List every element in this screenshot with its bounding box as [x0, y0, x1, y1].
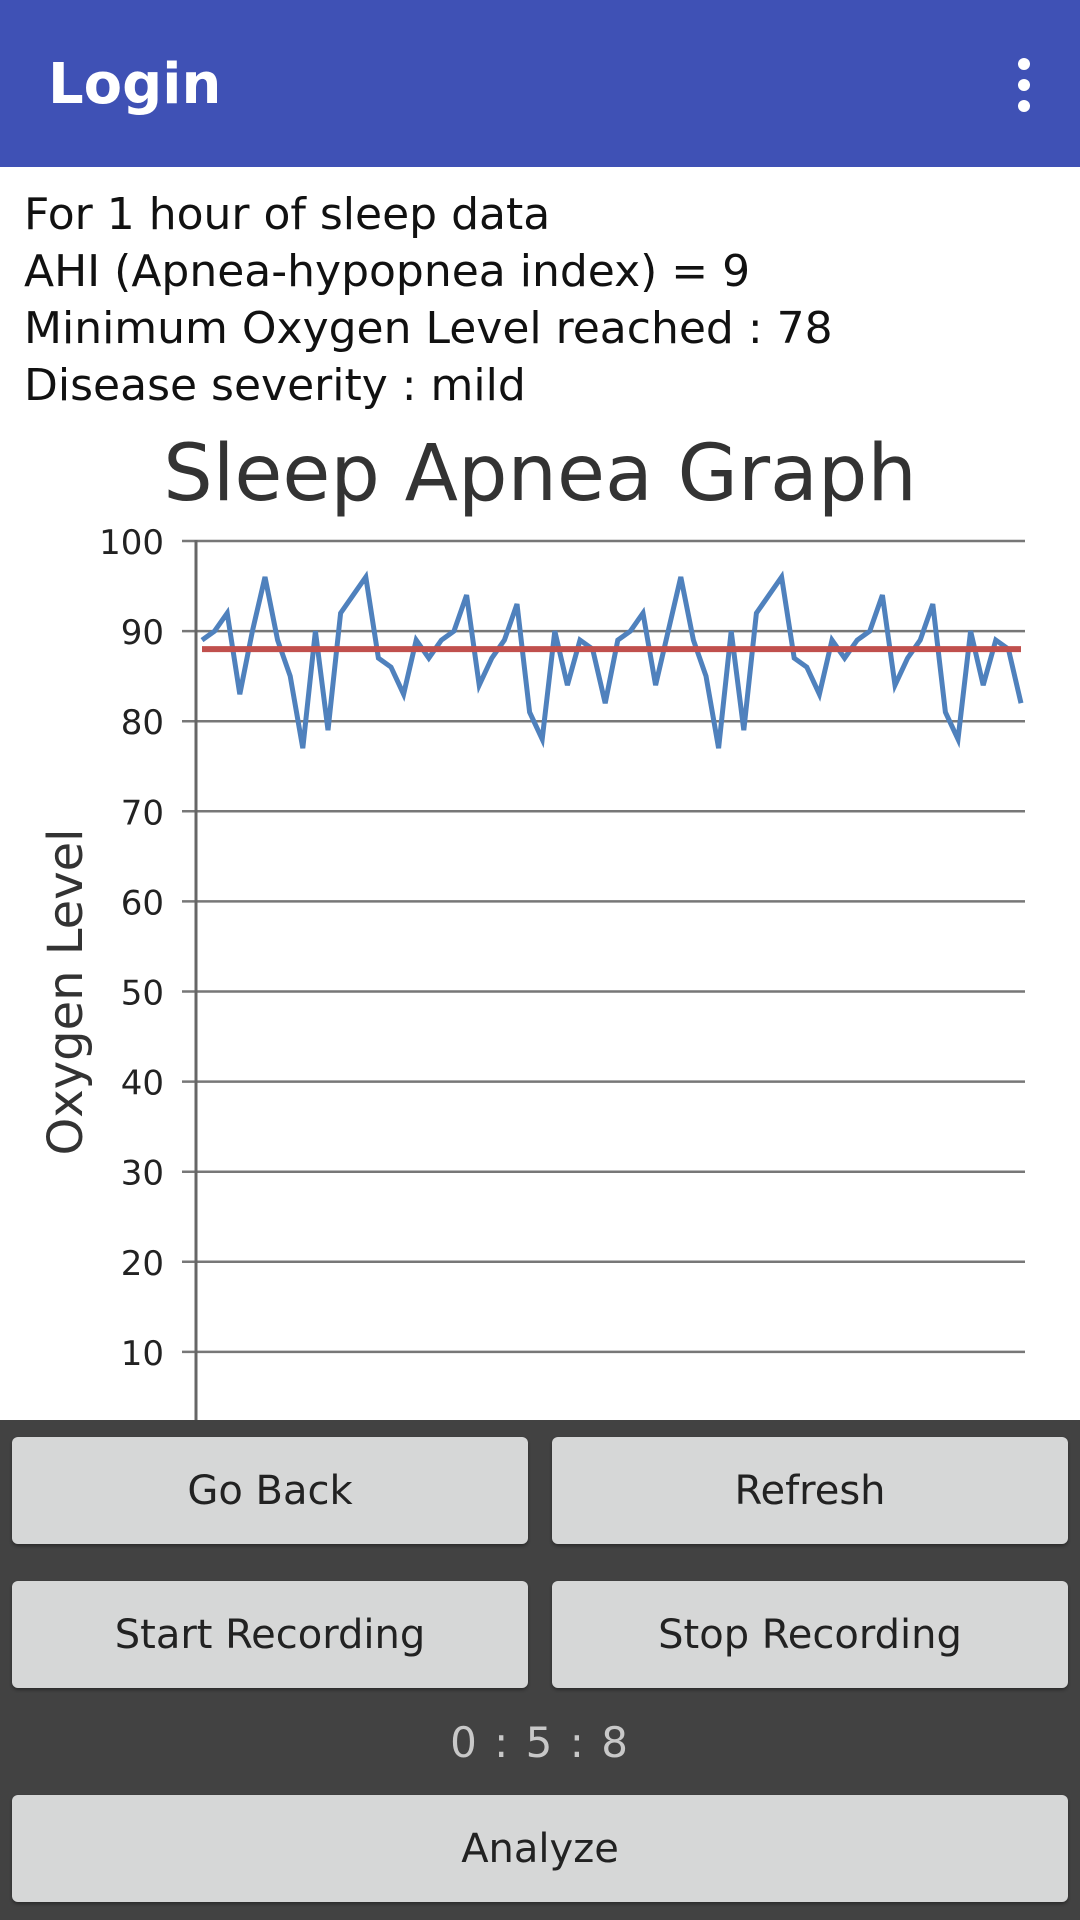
oxygen-level-line	[200, 570, 1024, 749]
y-tick-labels: 10 20 30 40 50 60 70 80 90 100	[99, 523, 164, 1374]
summary-duration: For 1 hour of sleep data	[24, 189, 551, 240]
gridlines	[182, 539, 1025, 1354]
summary-ahi: AHI (Apnea-hypopnea index) = 9	[24, 246, 751, 297]
y-tick-label: 100	[99, 523, 164, 563]
summary-min-oxygen: Minimum Oxygen Level reached : 78	[24, 303, 833, 354]
more-vert-icon[interactable]	[994, 50, 1054, 120]
recording-timer: 0 : 5 : 8	[450, 1718, 630, 1767]
series-group	[200, 570, 1024, 749]
go-back-button[interactable]: Go Back	[12, 1437, 528, 1544]
sleep-apnea-chart: Sleep Apnea Graph Oxygen Level 10 20 30 40 5…	[38, 429, 1025, 1420]
y-tick-label: 40	[121, 1064, 164, 1104]
y-tick-label: 10	[121, 1334, 164, 1374]
start-recording-button[interactable]: Start Recording	[12, 1581, 528, 1688]
y-axis-label: Oxygen Level	[38, 829, 94, 1156]
analyze-button[interactable]: Analyze	[12, 1795, 1068, 1902]
chart-title: Sleep Apnea Graph	[163, 429, 917, 519]
stop-recording-button[interactable]: Stop Recording	[552, 1581, 1068, 1688]
menu-dot	[1018, 100, 1030, 112]
refresh-button[interactable]: Refresh	[552, 1437, 1068, 1544]
app-title: Login	[48, 52, 222, 117]
summary-severity: Disease severity : mild	[24, 360, 526, 411]
menu-dot	[1018, 79, 1030, 91]
sleep-summary: For 1 hour of sleep data AHI (Apnea-hypo…	[24, 186, 1054, 414]
menu-dot	[1018, 58, 1030, 70]
y-tick-label: 80	[121, 703, 164, 743]
y-tick-label: 90	[121, 613, 164, 653]
app-bar: Login	[0, 0, 1080, 167]
y-tick-label: 60	[121, 883, 164, 923]
y-tick-label: 50	[121, 974, 164, 1014]
y-tick-label: 70	[121, 793, 164, 833]
y-tick-label: 30	[121, 1154, 164, 1194]
y-tick-label: 20	[121, 1244, 164, 1284]
